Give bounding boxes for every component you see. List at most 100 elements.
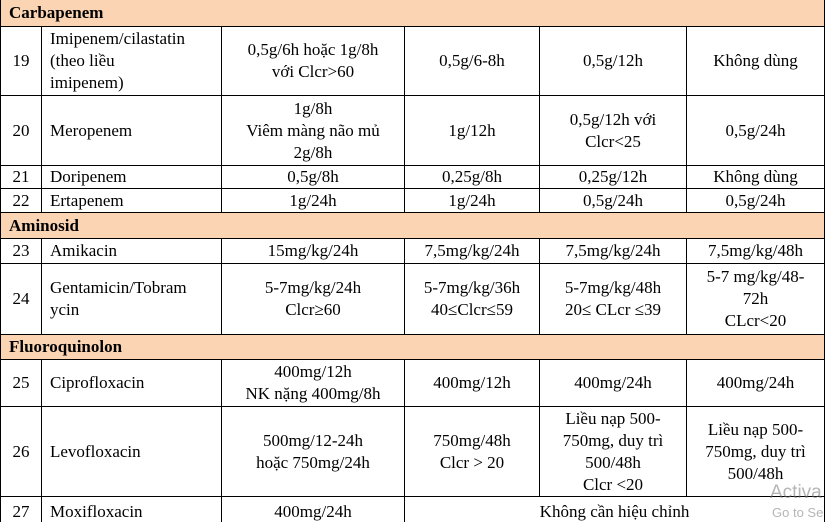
cell-text: 5-7mg/kg/36h [423,278,521,297]
dose-cell: Không cần hiệu chỉnh [405,497,825,522]
cell-text: 400mg/24h [716,373,795,392]
drug-name: Imipenem/cilastatin (theo liều imipenem) [42,27,222,96]
dose-cell: 5-7 mg/kg/48- 72h CLcr<20 [687,264,825,335]
dose-cell: 5-7mg/kg/48h 20≤ CLcr ≤39 [540,264,687,335]
dose-cell: 0,5g/6-8h [405,27,540,96]
cell-text: 15mg/kg/24h [267,241,359,260]
drug-name: Ertapenem [42,189,222,213]
cell-text: 400mg/12h [433,373,511,392]
cell-text: 0,5g/8h [287,167,339,186]
dose-cell: 1g/24h [222,189,405,213]
cell-text: CLcr<20 [724,311,787,330]
cell-text: 0,25g/8h [442,167,502,186]
dose-cell: Không dùng [687,27,825,96]
dose-cell: 400mg/24h [540,360,687,407]
section-header: Aminosid [0,213,825,239]
cell-text: 0,5g/12h với [569,109,657,129]
cell-text: 0,5g/24h [725,190,786,210]
cell-text: 7,5mg/kg/48h [708,241,803,260]
drug-name: Gentamicin/Tobram ycin [42,264,222,335]
cell-text: 400mg/24h [274,501,352,521]
row-number: 22 [0,189,42,213]
cell-text: 5-7mg/kg/24h [264,278,362,297]
cell-text: Imipenem/cilastatin [50,29,186,48]
dose-cell: Không dùng [687,166,825,189]
dose-cell: 500mg/12-24h hoặc 750mg/24h [222,407,405,497]
drug-name: Moxifloxacin [42,497,222,522]
cell-text: Meropenem [50,120,133,140]
cell-text: với Clcr>60 [271,62,355,81]
dose-cell: 0,5g/24h [540,189,687,213]
watermark: Activa [770,482,822,503]
dose-cell: 400mg/24h [687,360,825,407]
dose-cell: 0,5g/24h [687,96,825,166]
dose-cell: 0,5g/6h hoặc 1g/8h với Clcr>60 [222,27,405,96]
cell-text: NK nặng 400mg/8h [245,384,381,403]
cell-text: Clcr <20 [582,474,644,494]
cell-text: Ertapenem [50,190,124,210]
cell-text: Không dùng [713,167,798,186]
cell-text: 0,5g/24h [583,190,643,210]
cell-text: Amikacin [50,241,118,260]
cell-text: 0,25g/12h [578,167,648,186]
row-number: 23 [0,239,42,264]
dose-cell: 15mg/kg/24h [222,239,405,264]
cell-text: 40≤Clcr≤59 [431,300,513,319]
cell-text: 7,5mg/kg/24h [565,241,661,260]
cell-text: 400mg/24h [574,373,652,392]
cell-text: Liều nạp 500- [565,408,661,428]
cell-text: Moxifloxacin [50,501,143,521]
cell-text: 1g/12h [448,120,496,140]
cell-text: (theo liều [50,51,115,70]
cell-text: 1g/24h [289,190,337,210]
cell-text: 750mg, duy trì [562,430,664,450]
cell-text: 0,5g/6h hoặc 1g/8h [247,40,379,59]
dose-cell: 7,5mg/kg/48h [687,239,825,264]
drug-name: Meropenem [42,96,222,166]
dose-cell: 5-7mg/kg/36h 40≤Clcr≤59 [405,264,540,335]
dose-cell: 7,5mg/kg/24h [540,239,687,264]
dose-cell: 1g/8h Viêm màng não mủ 2g/8h [222,96,405,166]
cell-text: 750mg, duy trì [705,441,806,461]
row-number: 19 [0,27,42,96]
cell-text: Không cần hiệu chỉnh [539,501,690,521]
dose-cell: 750mg/48h Clcr > 20 [405,407,540,497]
cell-text: 5-7mg/kg/48h [564,278,662,297]
drug-name: Amikacin [42,239,222,264]
cell-text: 7,5mg/kg/24h [424,241,520,260]
cell-text: Không dùng [713,51,798,70]
cell-text: Ciprofloxacin [50,373,145,392]
drug-name: Levofloxacin [42,407,222,497]
cell-text: Clcr≥60 [285,300,341,319]
dose-cell: 0,5g/8h [222,166,405,189]
row-number: 27 [0,497,42,522]
dose-cell: Liều nạp 500- 750mg, duy trì 500/48h Clcr <… [540,407,687,497]
dose-cell: 0,5g/12h [540,27,687,96]
dose-cell: 0,5g/12h với Clcr<25 [540,96,687,166]
cell-text: 400mg/12h [274,362,352,381]
dose-cell: Liều nạp 500- 750mg, duy trì 500/48h [687,407,825,497]
cell-text: ycin [50,300,80,319]
cell-text: 1g/24h [448,190,496,210]
dose-cell: 1g/24h [405,189,540,213]
cell-text: 2g/8h [293,142,333,162]
row-number: 26 [0,407,42,497]
cell-text: 750mg/48h [433,430,511,450]
dose-cell: 0,25g/8h [405,166,540,189]
row-number: 20 [0,96,42,166]
cell-text: Clcr<25 [585,131,641,151]
cell-text: 500mg/12-24h [262,430,364,450]
cell-text: 500/48h [585,452,641,472]
row-number: 24 [0,264,42,335]
cell-text: Viêm màng não mủ [246,120,380,140]
dose-cell: 400mg/24h [222,497,405,522]
cell-text: Liều nạp 500- [707,419,804,439]
cell-text: 500/48h [727,463,784,483]
cell-text: 1g/8h [293,98,333,118]
row-number: 21 [0,166,42,189]
dose-cell: 0,25g/12h [540,166,687,189]
cell-text: hoặc 750mg/24h [256,452,370,472]
cell-text: 5-7 mg/kg/48- [706,267,805,286]
watermark: Go to Se [772,505,824,520]
